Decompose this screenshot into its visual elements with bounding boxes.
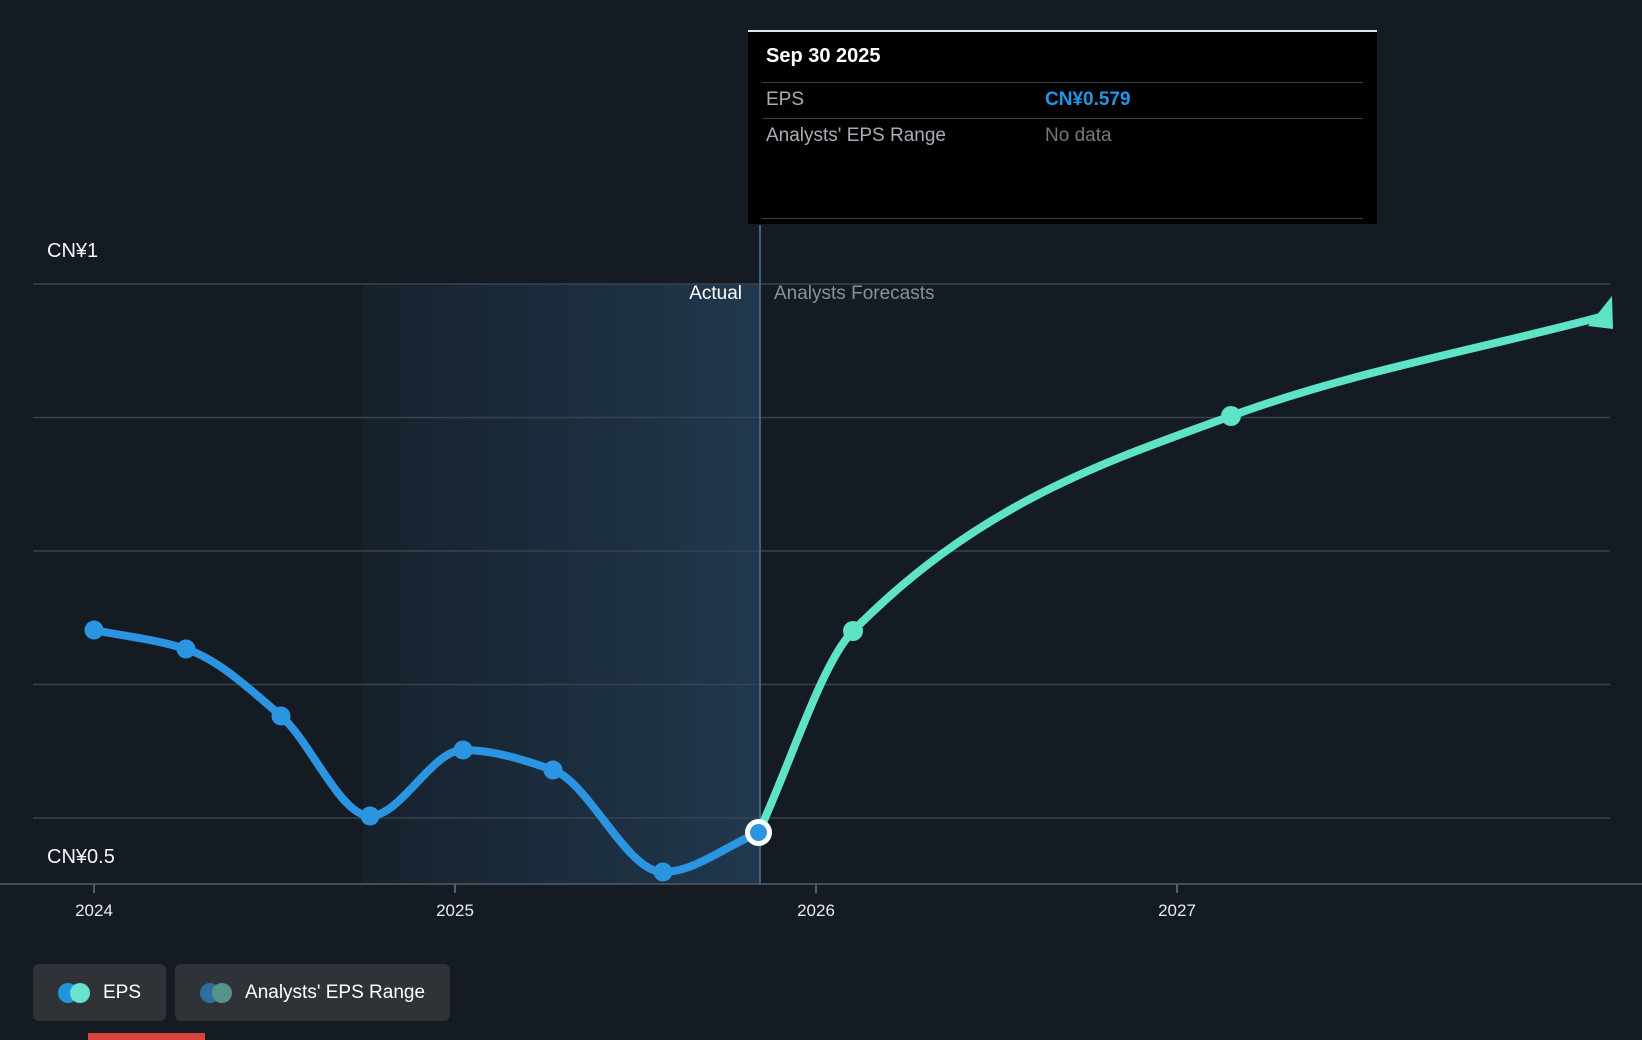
actual-data-point[interactable] [84,620,104,640]
tooltip-eps-value: CN¥0.579 [1045,89,1131,110]
tooltip-date: Sep 30 2025 [766,45,881,67]
tooltip-separator [762,118,1363,119]
actual-data-point[interactable] [543,760,563,780]
eps-series-dots-icon [58,982,90,1003]
tooltip-range-value: No data [1045,125,1112,146]
forecast-arrow-end-icon [1588,296,1613,329]
x-axis-label-2027: 2027 [1158,901,1196,920]
legend-eps-label: EPS [103,981,142,1003]
actual-data-point[interactable] [176,639,196,659]
x-axis-label-2025: 2025 [436,901,474,920]
forecast-section-label: Analysts Forecasts [774,283,935,304]
tooltip-row-eps: EPS CN¥0.579 [748,82,1377,118]
chart-legend: EPS Analysts' EPS Range [33,964,451,1021]
tooltip-eps-label: EPS [766,89,805,110]
legend-eps-range-toggle[interactable]: Analysts' EPS Range [175,964,451,1021]
actual-section-label: Actual [689,283,742,304]
forecast-series-line[interactable] [754,312,1608,837]
tooltip-separator [762,82,1363,83]
tooltip-range-label: Analysts' EPS Range [766,125,946,146]
forecast-data-point[interactable] [843,621,863,641]
actual-series-line[interactable] [90,626,763,877]
actual-data-point[interactable] [360,806,380,826]
y-axis-label-cny1: CN¥1 [47,240,99,262]
actual-data-point[interactable] [453,740,473,760]
tooltip-row-eps-range: Analysts' EPS Range No data [748,118,1377,154]
eps-range-series-dots-icon [200,982,233,1003]
y-axis-label-cny05: CN¥0.5 [47,846,115,868]
legend-eps-toggle[interactable]: EPS [33,964,167,1021]
actual-data-point[interactable] [271,706,291,726]
tooltip-separator [762,218,1363,219]
forecast-data-point[interactable] [1221,406,1241,426]
legend-eps-range-label: Analysts' EPS Range [245,981,426,1003]
x-axis-label-2026: 2026 [797,901,835,920]
actual-data-point[interactable] [653,862,673,882]
highlighted-data-point[interactable] [750,824,767,841]
bottom-cutoff-red-bar [88,1033,205,1040]
x-axis-label-2024: 2024 [75,901,113,920]
chart-tooltip: Sep 30 2025 EPS CN¥0.579 Analysts' EPS R… [748,30,1377,224]
